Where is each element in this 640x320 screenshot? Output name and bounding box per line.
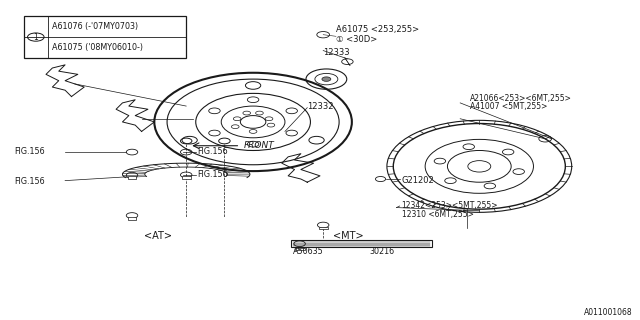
Text: A61075 ('08MY06010-): A61075 ('08MY06010-) xyxy=(52,43,143,52)
Circle shape xyxy=(322,77,331,81)
Text: A61075 <253,255>: A61075 <253,255> xyxy=(336,25,419,35)
Bar xyxy=(319,227,328,229)
Bar xyxy=(182,177,191,179)
Text: A41007 <5MT,255>: A41007 <5MT,255> xyxy=(470,102,547,111)
Bar xyxy=(294,248,305,251)
Bar xyxy=(291,240,431,247)
Text: A21066<253><6MT,255>: A21066<253><6MT,255> xyxy=(470,94,572,103)
Text: FIG.156: FIG.156 xyxy=(198,147,228,156)
Text: G21202: G21202 xyxy=(401,176,435,185)
Text: A61076 (-'07MY0703): A61076 (-'07MY0703) xyxy=(52,22,138,31)
Text: ① <30D>: ① <30D> xyxy=(336,35,377,44)
Text: 12342<253><5MT,255>: 12342<253><5MT,255> xyxy=(401,202,498,211)
Text: A50635: A50635 xyxy=(293,247,324,256)
Text: 12333: 12333 xyxy=(323,48,350,57)
Text: <AT>: <AT> xyxy=(143,231,172,241)
Bar xyxy=(24,16,186,59)
Text: 12332: 12332 xyxy=(307,101,333,111)
Text: FIG.156: FIG.156 xyxy=(14,147,45,156)
Bar xyxy=(127,177,136,179)
Text: FIG.156: FIG.156 xyxy=(14,177,45,186)
Text: FRONT: FRONT xyxy=(244,141,275,150)
Bar xyxy=(127,217,136,220)
Text: A011001068: A011001068 xyxy=(584,308,632,317)
Text: 30216: 30216 xyxy=(370,247,395,256)
Text: 12310 <6MT,255>: 12310 <6MT,255> xyxy=(401,210,474,219)
Text: FIG.156: FIG.156 xyxy=(198,170,228,179)
Text: 1: 1 xyxy=(33,33,38,42)
Text: <MT>: <MT> xyxy=(333,231,364,241)
